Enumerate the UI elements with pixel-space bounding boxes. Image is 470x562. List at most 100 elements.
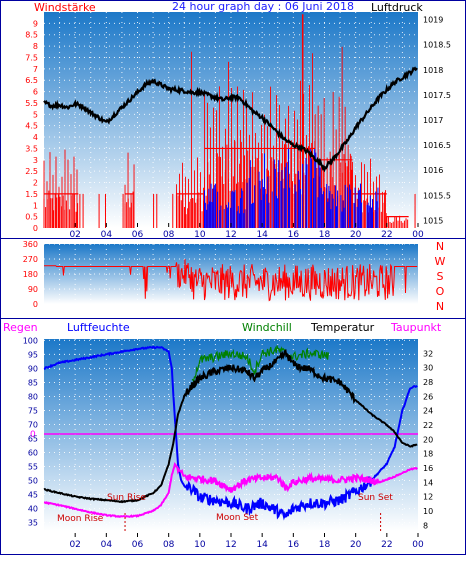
- pressure-y-tick: 1015.5: [423, 191, 451, 200]
- panel1-grid: [44, 12, 418, 229]
- humidity-y-tick: 60: [28, 449, 38, 458]
- temp-y-tick: 26: [423, 392, 433, 401]
- humidity-y-tick: 75: [28, 406, 38, 415]
- temp-y-tick: 30: [423, 364, 433, 373]
- x-tick-label: 02: [69, 230, 80, 240]
- humidity-y-tick: 95: [28, 350, 38, 359]
- wind-y-tick: 1.5: [25, 190, 38, 199]
- x-tick-label: 12: [225, 230, 236, 240]
- temp-y-tick: 8: [423, 521, 428, 530]
- pressure-y-tick: 1015: [423, 216, 443, 225]
- wind-y-tick: 4.5: [25, 122, 38, 131]
- humidity-line: [43, 345, 418, 521]
- humidity-y-tick: 40: [28, 505, 38, 514]
- compass-label: W: [435, 255, 446, 268]
- x-tick-label: 14: [256, 540, 268, 550]
- x-tick-label: 18: [319, 540, 331, 550]
- panel3-frame: [0, 318, 466, 555]
- humidity-y-tick: 100: [23, 336, 38, 345]
- gust-bars: [204, 148, 379, 228]
- x-tick-label: 02: [69, 540, 80, 550]
- humidity-y-tick: 85: [28, 378, 38, 387]
- direction-y-tick: 90: [28, 285, 38, 294]
- sun-set-label: Sun Set: [358, 493, 393, 503]
- wind-y-tick: 9: [33, 19, 38, 28]
- x-tick-label: 22: [381, 540, 392, 550]
- x-tick-label: 08: [163, 230, 175, 240]
- pressure-y-tick: 1019: [423, 16, 443, 25]
- wind-y-tick: 7.5: [25, 53, 38, 62]
- x-tick-label: 20: [350, 540, 362, 550]
- compass-label: N: [436, 300, 444, 313]
- humidity-y-tick: 45: [28, 491, 38, 500]
- temp-y-tick: 18: [423, 450, 433, 459]
- wind-y-tick: 8.5: [25, 31, 38, 40]
- x-tick-label: 08: [163, 540, 175, 550]
- pressure-y-tick: 1018.5: [423, 41, 451, 50]
- wind-y-tick: 5.5: [25, 99, 38, 108]
- temp-y-tick: 20: [423, 435, 433, 444]
- wind-y-tick: 1: [33, 201, 38, 210]
- wind-y-tick: 3.5: [25, 144, 38, 153]
- humidity-y-tick: 80: [28, 392, 38, 401]
- luftdruck-label: Luftdruck: [371, 1, 423, 14]
- x-tick-label: 06: [132, 230, 144, 240]
- humidity-y-tick: 50: [28, 477, 38, 486]
- x-tick-label: 00: [412, 540, 424, 550]
- temperature-line: [43, 349, 418, 504]
- humidity-y-tick: 90: [28, 364, 38, 373]
- windstaerke-label: Windstärke: [34, 1, 96, 14]
- panel3-ticks: 3540455055606570758085909510081012141618…: [23, 336, 433, 550]
- pressure-y-tick: 1017.5: [423, 91, 451, 100]
- regen-label: Regen: [3, 321, 38, 334]
- wind-y-tick: 0: [33, 224, 38, 233]
- direction-y-tick: 180: [23, 270, 38, 279]
- regen-value: 0: [30, 430, 36, 440]
- temp-y-tick: 16: [423, 464, 433, 473]
- temperatur-label: Temperatur: [310, 321, 375, 334]
- panel2-ticks: 0 90 180 270 360: [23, 240, 38, 309]
- x-tick-label: 04: [101, 540, 113, 550]
- temp-y-tick: 14: [423, 478, 433, 487]
- luftfeuchte-label: Luftfeuchte: [67, 321, 130, 334]
- temp-y-tick: 12: [423, 493, 433, 502]
- wind-y-tick: 0.5: [25, 213, 38, 222]
- wind-y-tick: 6.5: [25, 76, 38, 85]
- x-tick-label: 18: [319, 230, 331, 240]
- x-tick-label: 16: [288, 230, 300, 240]
- humidity-y-tick: 65: [28, 435, 38, 444]
- pressure-y-tick: 1016: [423, 166, 443, 175]
- x-tick-label: 10: [194, 230, 206, 240]
- temp-y-tick: 24: [423, 407, 433, 416]
- humidity-y-tick: 55: [28, 463, 38, 472]
- dewpoint-line: [43, 462, 418, 518]
- panel1-ticks: 00.511.522.533.544.555.566.577.588.59101…: [25, 16, 451, 240]
- temp-y-tick: 22: [423, 421, 433, 430]
- wind-direction-line: [44, 258, 418, 302]
- pressure-line: [43, 66, 418, 173]
- windchill-label: Windchill: [242, 321, 292, 334]
- temp-y-tick: 10: [423, 507, 433, 516]
- humidity-y-tick: 70: [28, 420, 38, 429]
- temp-y-tick: 28: [423, 378, 433, 387]
- wind-y-tick: 8: [33, 42, 38, 51]
- x-tick-label: 12: [225, 540, 236, 550]
- wind-y-tick: 3: [33, 156, 38, 165]
- windchill-line: [191, 345, 329, 384]
- wind-y-tick: 2: [33, 179, 38, 188]
- direction-y-tick: 270: [23, 255, 38, 264]
- sun-rise-label: Sun Rise: [107, 493, 146, 503]
- wind-y-tick: 7: [33, 65, 38, 74]
- pressure-y-tick: 1017: [423, 116, 443, 125]
- x-tick-label: 04: [101, 230, 113, 240]
- taupunkt-label: Taupunkt: [390, 321, 442, 334]
- x-tick-label: 00: [412, 230, 424, 240]
- direction-y-tick: 0: [33, 300, 38, 309]
- x-tick-label: 22: [381, 230, 392, 240]
- pressure-y-tick: 1018: [423, 66, 443, 75]
- moon-set-label: Moon Set: [216, 513, 259, 523]
- compass-label: S: [437, 270, 444, 283]
